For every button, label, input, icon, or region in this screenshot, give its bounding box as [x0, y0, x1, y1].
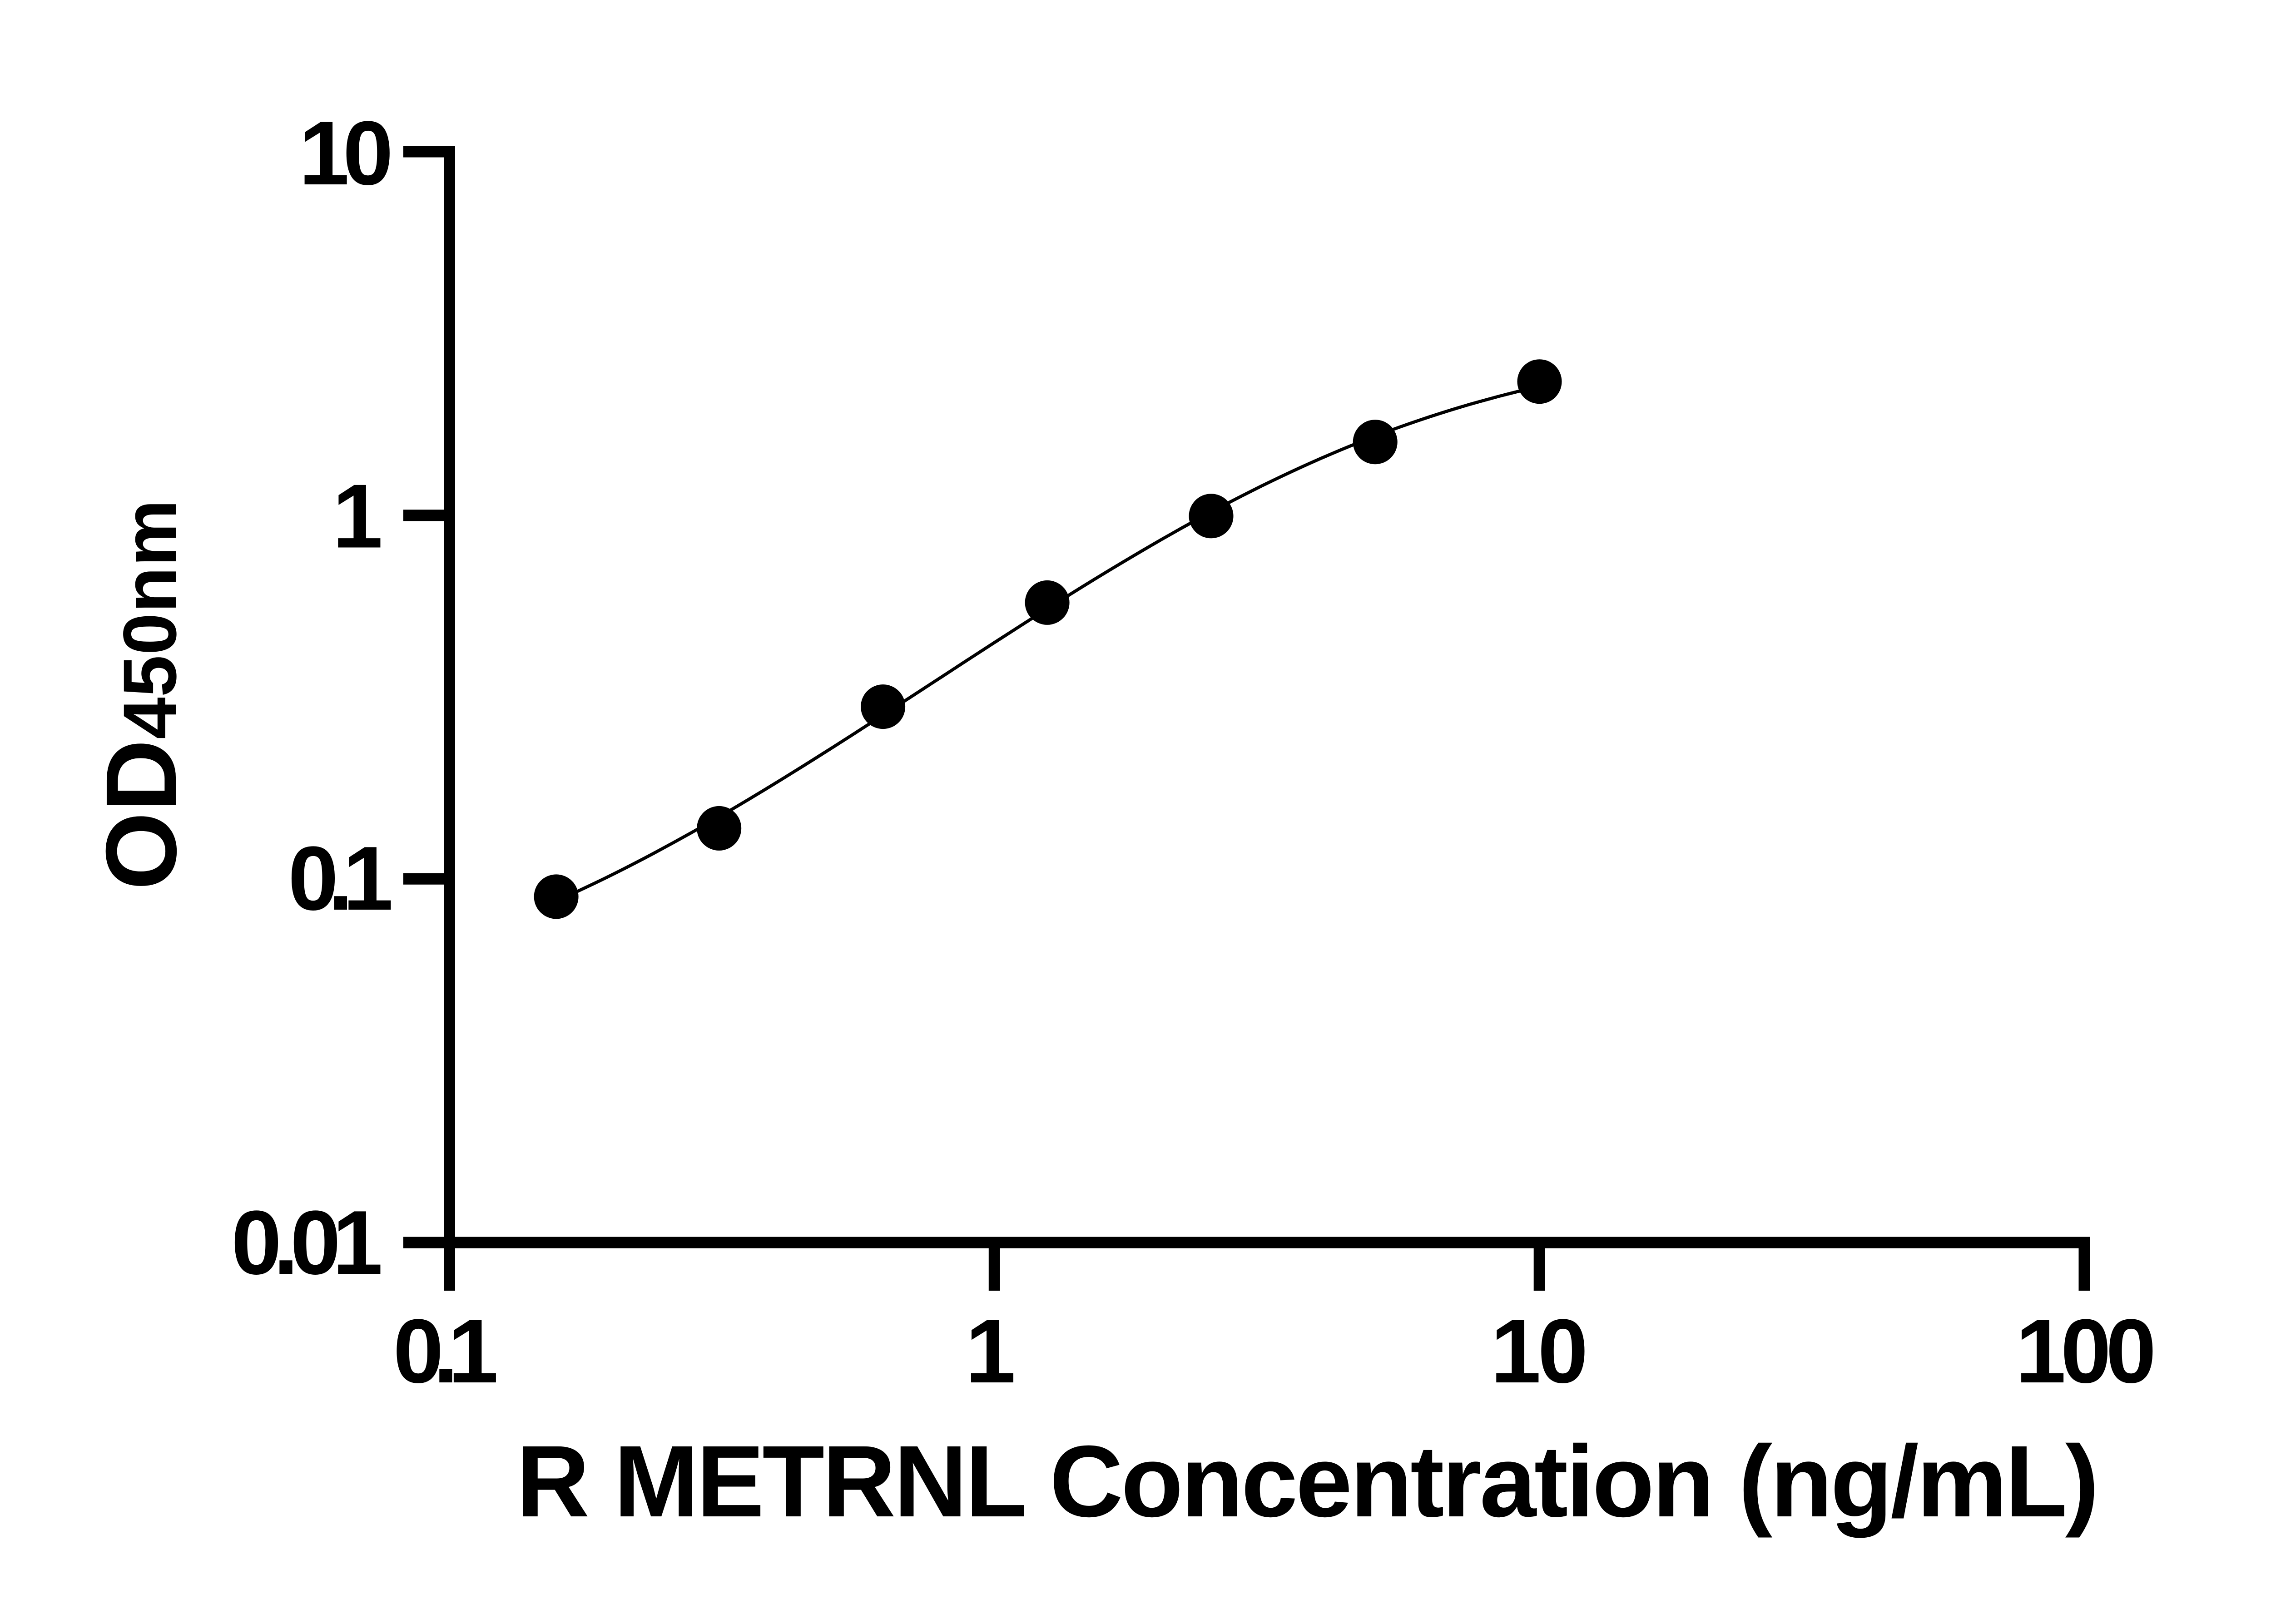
svg-text:10: 10 — [1491, 1301, 1588, 1402]
svg-text:10: 10 — [299, 103, 393, 204]
svg-text:R METRNL Concentration (ng/mL): R METRNL Concentration (ng/mL) — [516, 1425, 2099, 1538]
svg-text:0.1: 0.1 — [393, 1301, 499, 1402]
svg-text:OD450nm: OD450nm — [85, 500, 197, 890]
svg-text:1: 1 — [332, 466, 383, 567]
svg-text:0.1: 0.1 — [288, 828, 393, 929]
svg-text:0.01: 0.01 — [231, 1192, 383, 1293]
svg-text:100: 100 — [2016, 1301, 2157, 1402]
svg-text:1: 1 — [965, 1301, 1016, 1402]
